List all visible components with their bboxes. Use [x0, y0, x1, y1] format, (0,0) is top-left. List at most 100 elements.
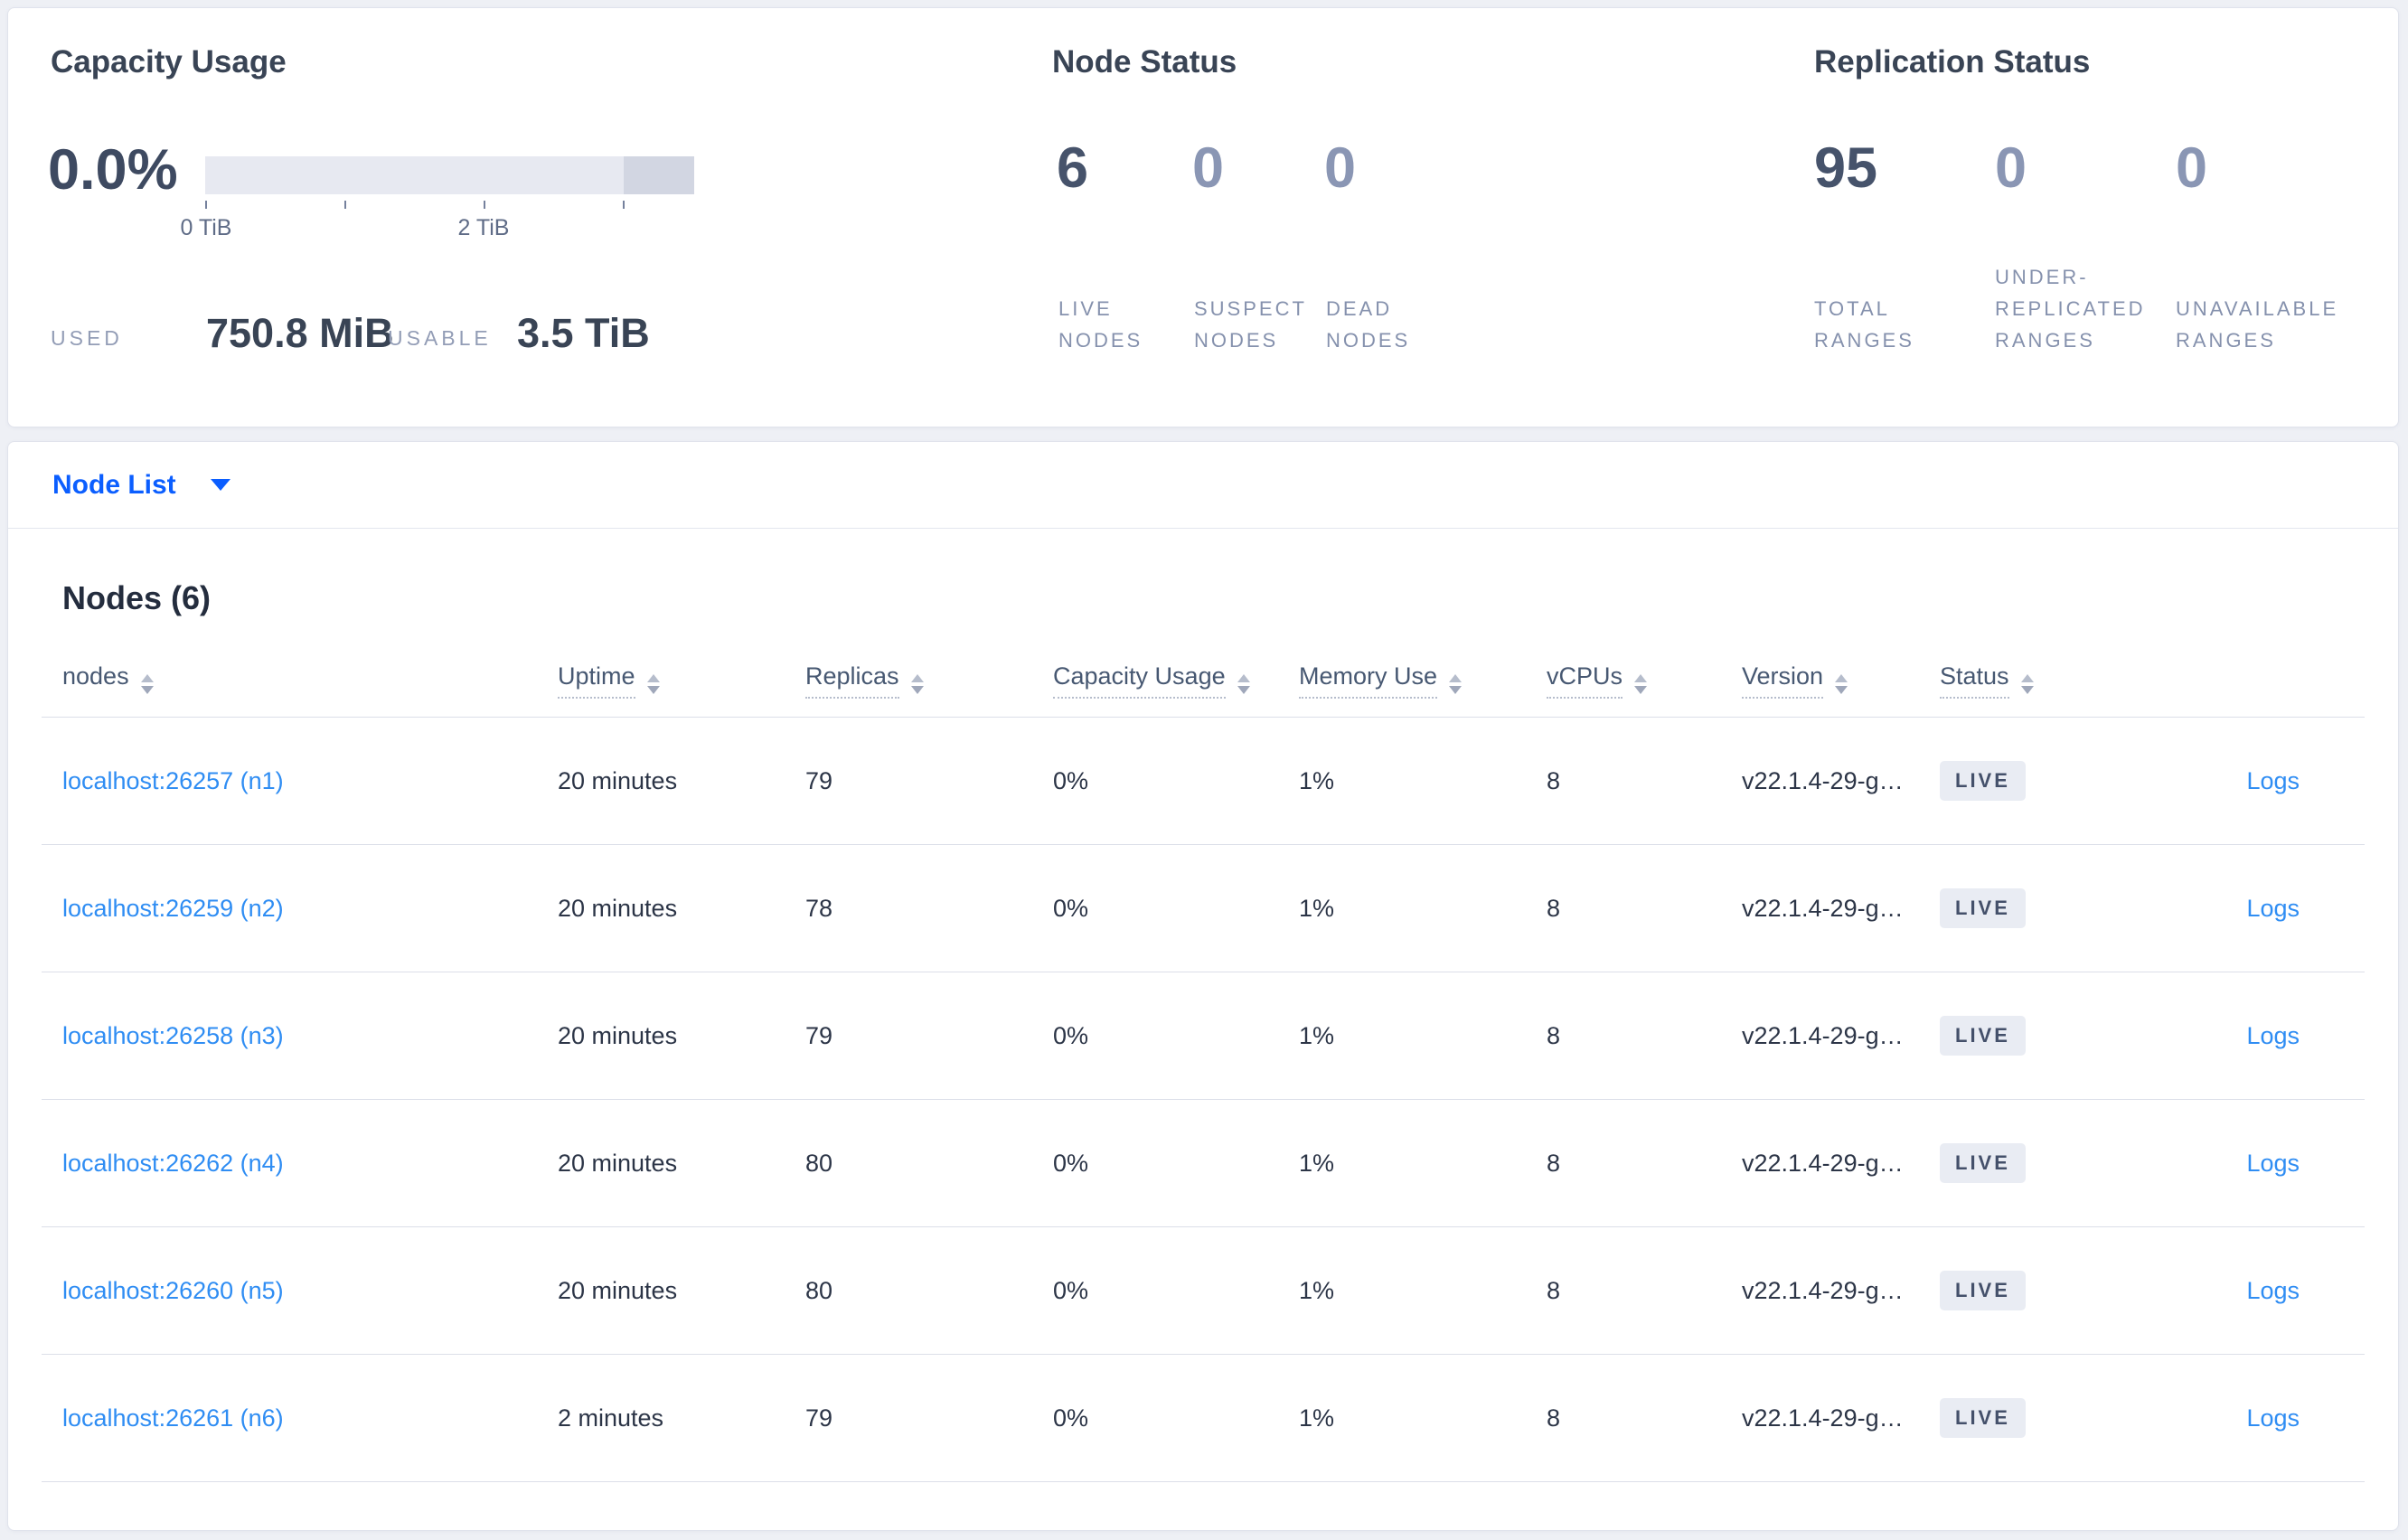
axis-label-2: 2 TiB: [457, 215, 510, 240]
column-header-vcpus[interactable]: vCPUs: [1526, 662, 1721, 699]
version-cell: v22.1.4-29-g…: [1742, 894, 1904, 922]
memory-cell: 1%: [1299, 766, 1335, 794]
status-badge: LIVE: [1940, 887, 2026, 929]
sort-icon: [910, 674, 924, 694]
total-ranges-label: TOTAL RANGES: [1814, 297, 1914, 352]
table-row: localhost:26261 (n6) 2 minutes 79 0% 1% …: [42, 1355, 2365, 1482]
live-nodes-label: LIVE NODES: [1058, 297, 1143, 352]
logs-link[interactable]: Logs: [2246, 1276, 2300, 1304]
sort-icon: [1634, 674, 1648, 694]
column-header-version[interactable]: Version: [1721, 662, 1919, 699]
sort-icon: [140, 674, 154, 694]
sort-icon: [1449, 674, 1463, 694]
sort-icon: [1237, 674, 1250, 694]
status-badge: LIVE: [1940, 1015, 2026, 1056]
replicas-cell: 79: [805, 766, 833, 794]
node-link[interactable]: localhost:26257 (n1): [62, 766, 284, 794]
uptime-cell: 20 minutes: [558, 766, 678, 794]
suspect-nodes-count: 0: [1192, 136, 1225, 200]
capacity-bar-reserved-segment: [624, 156, 694, 194]
uptime-cell: 20 minutes: [558, 1276, 678, 1304]
node-link[interactable]: localhost:26261 (n6): [62, 1404, 284, 1432]
node-list-dropdown[interactable]: Node List: [52, 470, 230, 501]
node-status-title: Node Status: [1052, 44, 1237, 80]
node-link[interactable]: localhost:26258 (n3): [62, 1021, 284, 1049]
under-replicated-ranges-count: 0: [1995, 136, 2027, 200]
capacity-cell: 0%: [1053, 1404, 1089, 1432]
usable-value: 3.5 TiB: [517, 310, 650, 356]
vcpus-cell: 8: [1547, 1404, 1561, 1432]
logs-link[interactable]: Logs: [2246, 1404, 2300, 1432]
memory-cell: 1%: [1299, 894, 1335, 922]
status-badge: LIVE: [1940, 760, 2026, 802]
capacity-cell: 0%: [1053, 1149, 1089, 1177]
vcpus-cell: 8: [1547, 766, 1561, 794]
version-cell: v22.1.4-29-g…: [1742, 1276, 1904, 1304]
unavailable-ranges-label: UNAVAILABLE RANGES: [2176, 297, 2339, 352]
memory-cell: 1%: [1299, 1276, 1335, 1304]
column-header-nodes[interactable]: nodes: [42, 662, 537, 694]
logs-link[interactable]: Logs: [2246, 1021, 2300, 1049]
capacity-cell: 0%: [1053, 1276, 1089, 1304]
used-value: 750.8 MiB: [206, 310, 394, 356]
used-label: USED: [51, 326, 123, 350]
status-badge: LIVE: [1940, 1142, 2026, 1184]
vcpus-cell: 8: [1547, 894, 1561, 922]
column-header-memory-use[interactable]: Memory Use: [1278, 662, 1526, 699]
table-row: localhost:26262 (n4) 20 minutes 80 0% 1%…: [42, 1100, 2365, 1227]
version-cell: v22.1.4-29-g…: [1742, 766, 1904, 794]
axis-tick: [623, 201, 625, 209]
memory-cell: 1%: [1299, 1404, 1335, 1432]
node-list-dropdown-label: Node List: [52, 469, 176, 500]
capacity-usage-title: Capacity Usage: [51, 44, 287, 80]
chevron-down-icon: [210, 479, 230, 491]
node-link[interactable]: localhost:26260 (n5): [62, 1276, 284, 1304]
table-row: localhost:26260 (n5) 20 minutes 80 0% 1%…: [42, 1227, 2365, 1355]
sort-icon: [1835, 674, 1848, 694]
nodes-heading: Nodes (6): [62, 579, 212, 616]
status-badge: LIVE: [1940, 1270, 2026, 1311]
axis-tick: [205, 201, 207, 209]
logs-link[interactable]: Logs: [2246, 1149, 2300, 1177]
cluster-summary-card: Capacity Usage 0.0% 0 TiB 2 TiB USED 750…: [7, 7, 2399, 427]
capacity-cell: 0%: [1053, 766, 1089, 794]
replicas-cell: 79: [805, 1404, 833, 1432]
uptime-cell: 20 minutes: [558, 1021, 678, 1049]
unavailable-ranges-count: 0: [2176, 136, 2208, 200]
total-ranges-count: 95: [1814, 136, 1878, 200]
nodes-table-area: Nodes (6) nodes Uptime Replicas Capacity…: [8, 529, 2398, 1482]
usable-label: USABLE: [388, 326, 492, 350]
live-nodes-count: 6: [1057, 136, 1089, 200]
memory-cell: 1%: [1299, 1149, 1335, 1177]
node-link[interactable]: localhost:26262 (n4): [62, 1149, 284, 1177]
uptime-cell: 2 minutes: [558, 1404, 664, 1432]
replicas-cell: 78: [805, 894, 833, 922]
vcpus-cell: 8: [1547, 1276, 1561, 1304]
replicas-cell: 80: [805, 1149, 833, 1177]
status-badge: LIVE: [1940, 1397, 2026, 1439]
dead-nodes-count: 0: [1324, 136, 1357, 200]
suspect-nodes-label: SUSPECT NODES: [1194, 297, 1307, 352]
column-header-capacity-usage[interactable]: Capacity Usage: [1032, 662, 1278, 699]
axis-label-0: 0 TiB: [180, 215, 232, 240]
replication-status-title: Replication Status: [1814, 44, 2091, 80]
replicas-cell: 80: [805, 1276, 833, 1304]
logs-link[interactable]: Logs: [2246, 766, 2300, 794]
table-row: localhost:26258 (n3) 20 minutes 79 0% 1%…: [42, 972, 2365, 1100]
vcpus-cell: 8: [1547, 1149, 1561, 1177]
version-cell: v22.1.4-29-g…: [1742, 1149, 1904, 1177]
capacity-usage-percent: 0.0%: [48, 138, 178, 202]
vcpus-cell: 8: [1547, 1021, 1561, 1049]
uptime-cell: 20 minutes: [558, 1149, 678, 1177]
logs-link[interactable]: Logs: [2246, 894, 2300, 922]
column-header-replicas[interactable]: Replicas: [785, 662, 1032, 699]
column-header-status[interactable]: Status: [1919, 662, 2116, 699]
table-row: localhost:26257 (n1) 20 minutes 79 0% 1%…: [42, 718, 2365, 845]
column-header-uptime[interactable]: Uptime: [537, 662, 785, 699]
axis-tick: [484, 201, 485, 209]
node-link[interactable]: localhost:26259 (n2): [62, 894, 284, 922]
replicas-cell: 79: [805, 1021, 833, 1049]
table-header-row: nodes Uptime Replicas Capacity Usage Mem…: [42, 662, 2365, 718]
view-selector-bar: Node List: [8, 442, 2398, 529]
